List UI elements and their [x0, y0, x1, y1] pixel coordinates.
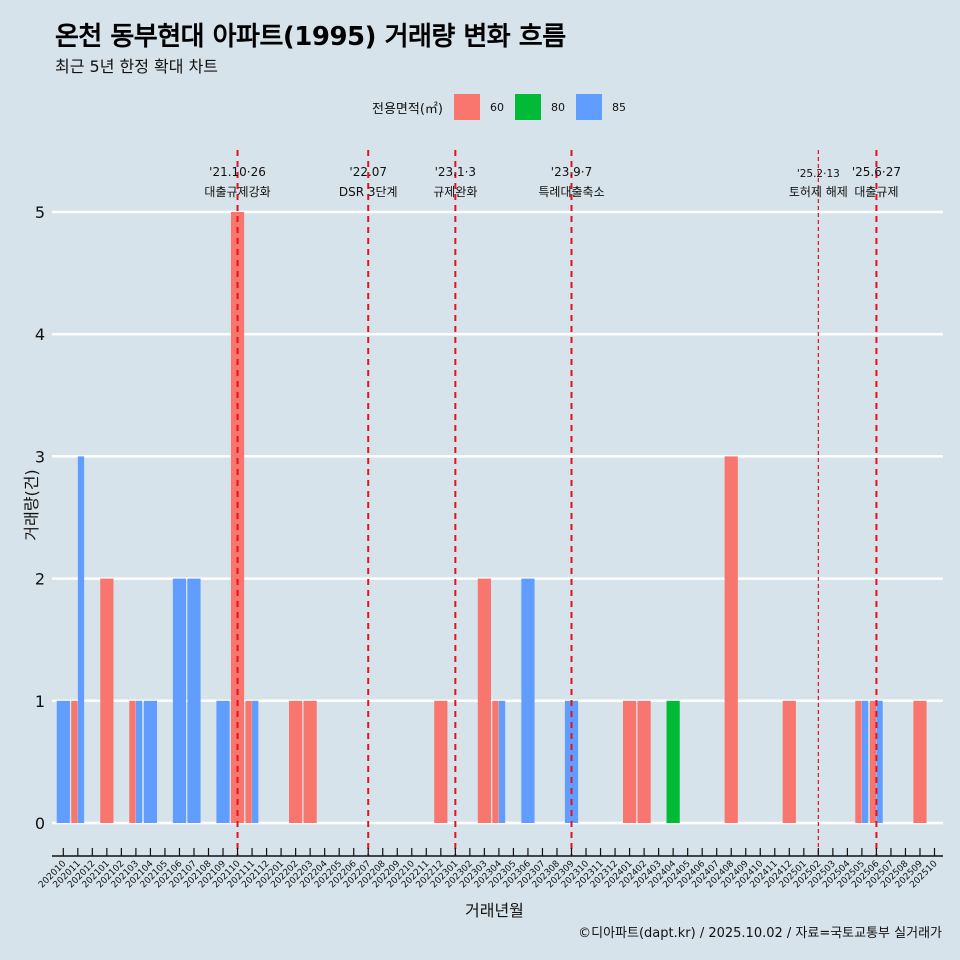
annotation-label: 대출규제강화: [204, 185, 270, 199]
annotation-label: 토허제 해제: [789, 185, 848, 199]
chart-title: 온천 동부현대 아파트(1995) 거래량 변화 흐름: [55, 22, 566, 52]
y-tick-label: 5: [35, 203, 45, 222]
bar-202509-60: [913, 700, 927, 823]
bar-202011-60: [71, 700, 78, 823]
bar-202109-85: [216, 700, 230, 823]
annotation-label: 특례대출축소: [538, 185, 604, 199]
bar-202304-85: [498, 700, 506, 823]
x-axis-label: 거래년월: [465, 901, 524, 920]
bar-202506-85: [876, 700, 883, 823]
bar-202104-85: [143, 700, 158, 823]
legend-title: 전용면적(㎡): [372, 101, 443, 117]
legend-swatch-60: [453, 94, 480, 120]
y-tick-label: 0: [35, 814, 45, 833]
bar-202010-85: [56, 700, 70, 823]
bar-202401-60: [622, 700, 637, 823]
y-tick-label: 3: [35, 447, 45, 466]
y-tick-label: 4: [35, 325, 45, 344]
bar-202309-85: [564, 700, 579, 823]
legend-swatch-85: [575, 94, 602, 120]
y-tick-label: 1: [35, 692, 45, 711]
legend-label-80: 80: [550, 100, 565, 114]
annotation-label: DSR 3단계: [339, 185, 398, 199]
x-axis: 2020102020112020122021012021022021032021…: [37, 848, 943, 890]
annotation-date: '21.10·26: [209, 165, 266, 179]
bar-202103-60: [129, 700, 136, 823]
bar-202408-60: [724, 456, 738, 823]
annotation-date: '25.6·27: [852, 165, 901, 179]
bar-202505-60: [855, 700, 862, 823]
legend: 전용면적(㎡) 60 80 85: [372, 93, 637, 121]
bar-202011-85: [77, 456, 85, 823]
bar-202404-80: [666, 700, 680, 823]
bar-202306-85: [521, 578, 535, 823]
bar-202212-60: [434, 700, 448, 823]
bar-202101-60: [100, 578, 114, 823]
bar-202111-60: [245, 700, 252, 823]
bar-202107-85: [187, 578, 201, 823]
bar-202202-60: [289, 700, 303, 823]
bars: [56, 212, 927, 823]
y-tick-label: 2: [35, 570, 45, 589]
bar-202412-60: [782, 700, 796, 823]
bar-202506-60: [869, 700, 877, 823]
legend-label-60: 60: [489, 100, 504, 114]
bar-202103-85: [135, 700, 143, 823]
bar-202106-85: [172, 578, 187, 823]
y-axis-label: 거래량(건): [22, 469, 41, 541]
legend-swatch-80: [514, 94, 541, 120]
annotation-date: '23.1·3: [435, 165, 476, 179]
chart-subtitle: 최근 5년 한정 확대 차트: [55, 57, 219, 76]
bar-202304-60: [492, 700, 499, 823]
source-footer: ©디아파트(dapt.kr) / 2025.10.02 / 자료=국토교통부 실…: [578, 926, 942, 941]
annotation-date: '25.2·13: [797, 168, 840, 180]
bar-202303-60: [477, 578, 491, 823]
annotation-date: '23.9·7: [551, 165, 592, 179]
annotation-label: 규제완화: [433, 185, 477, 199]
annotation-date: '22.07: [349, 165, 387, 179]
bar-202402-60: [637, 700, 651, 823]
bar-202111-85: [252, 700, 259, 823]
annotation-lines: '21.10·26 대출규제강화 '22.07 DSR 3단계 '23.1·3 규제완화 '…: [204, 150, 901, 855]
bar-202203-60: [303, 700, 317, 823]
annotation-label: 대출규제: [854, 185, 898, 199]
bar-202505-85: [861, 700, 869, 823]
legend-label-85: 85: [611, 100, 626, 114]
